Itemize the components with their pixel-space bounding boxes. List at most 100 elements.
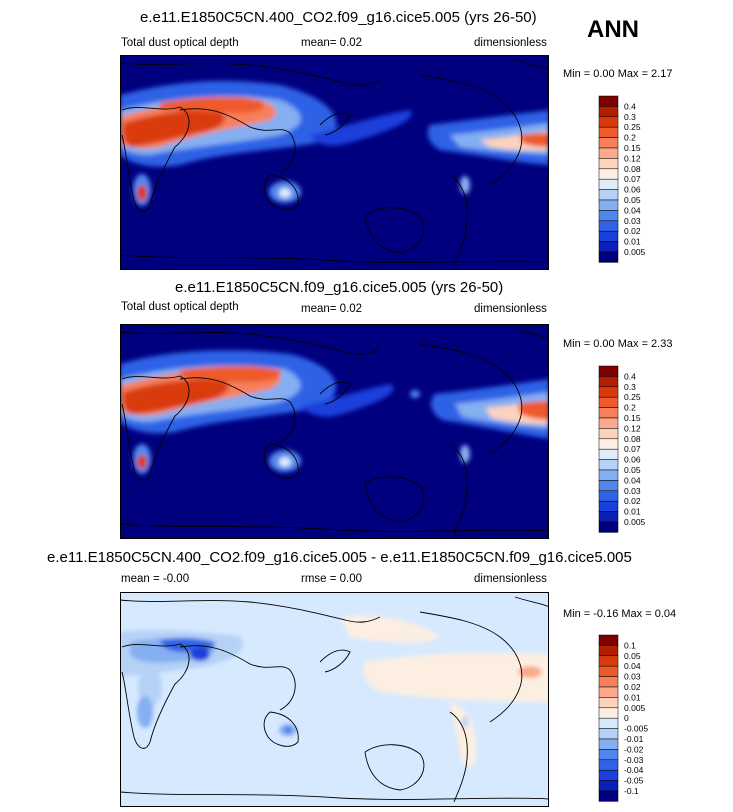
colorbar-swatch bbox=[598, 251, 619, 263]
panel-3-minmax: Min = -0.16 Max = 0.04 bbox=[563, 608, 677, 620]
colorbar-swatch bbox=[598, 168, 619, 180]
panel-3-mean-label: mean = -0.00 bbox=[121, 573, 190, 585]
panel-2-colorbar-labels: 0.40.30.250.20.150.120.080.070.060.050.0… bbox=[624, 371, 646, 527]
colorbar-tick-label: 0.1 bbox=[624, 640, 636, 650]
colorbar-swatch bbox=[598, 376, 619, 388]
colorbar-tick-label: 0.05 bbox=[624, 465, 641, 475]
colorbar-swatch bbox=[598, 448, 619, 460]
panel-3-units-label: dimensionless bbox=[474, 573, 547, 585]
colorbar-tick-label: 0.06 bbox=[624, 185, 641, 195]
colorbar-tick-label: -0.04 bbox=[624, 765, 644, 775]
colorbar-tick-label: 0.005 bbox=[624, 247, 646, 257]
colorbar-tick-label: 0.02 bbox=[624, 682, 641, 692]
colorbar-tick-label: 0.4 bbox=[624, 371, 636, 381]
colorbar-tick-label: -0.01 bbox=[624, 734, 644, 744]
colorbar-swatch bbox=[598, 521, 619, 533]
panel-3-title: e.e11.E1850C5CN.400_CO2.f09_g16.cice5.00… bbox=[47, 549, 632, 566]
panel-2-map bbox=[120, 324, 549, 539]
colorbar-tick-label: 0 bbox=[624, 713, 629, 723]
panel-1-minmax: Min = 0.00 Max = 2.17 bbox=[563, 68, 673, 80]
panel-1-colorbar: 0.40.30.250.20.150.120.080.070.060.050.0… bbox=[598, 95, 646, 263]
panel-1-dust-field bbox=[120, 80, 549, 206]
colorbar-tick-label: 0.04 bbox=[624, 205, 641, 215]
colorbar-swatch bbox=[598, 407, 619, 419]
panel-3-colorbar-swatches bbox=[598, 634, 619, 802]
panel-2-coastlines bbox=[120, 328, 549, 535]
colorbar-swatch bbox=[598, 365, 619, 377]
panel-1-coastlines bbox=[120, 59, 549, 266]
colorbar-tick-label: 0.12 bbox=[624, 423, 641, 433]
colorbar-swatch bbox=[598, 116, 619, 128]
colorbar-tick-label: 0.02 bbox=[624, 226, 641, 236]
colorbar-tick-label: -0.03 bbox=[624, 755, 644, 765]
colorbar-swatch bbox=[598, 158, 619, 170]
panel-1-mean-label: mean= 0.02 bbox=[301, 37, 363, 49]
panel-1-colorbar-labels: 0.40.30.250.20.150.120.080.070.060.050.0… bbox=[624, 101, 646, 257]
panel-1-colorbar-swatches bbox=[598, 95, 619, 263]
colorbar-tick-label: 0.01 bbox=[624, 507, 641, 517]
colorbar-swatch bbox=[598, 645, 619, 657]
colorbar-swatch bbox=[598, 189, 619, 201]
colorbar-tick-label: 0.15 bbox=[624, 413, 641, 423]
panel-3-rmse-label: rmse = 0.00 bbox=[301, 573, 363, 585]
panel-3-colorbar: 0.10.050.040.030.020.010.0050-0.005-0.01… bbox=[598, 634, 648, 802]
colorbar-tick-label: 0.03 bbox=[624, 216, 641, 226]
colorbar-tick-label: 0.2 bbox=[624, 403, 636, 413]
panel-2-title: e.e11.E1850C5CN.f09_g16.cice5.005 (yrs 2… bbox=[175, 279, 504, 296]
colorbar-tick-label: 0.3 bbox=[624, 112, 636, 122]
colorbar-tick-label: 0.2 bbox=[624, 133, 636, 143]
panel-2-minmax: Min = 0.00 Max = 2.33 bbox=[563, 338, 673, 350]
colorbar-tick-label: 0.4 bbox=[624, 101, 636, 111]
colorbar-tick-label: 0.08 bbox=[624, 164, 641, 174]
colorbar-swatch bbox=[598, 707, 619, 719]
colorbar-swatch bbox=[598, 480, 619, 492]
colorbar-tick-label: -0.1 bbox=[624, 786, 639, 796]
panel-2-units-label: dimensionless bbox=[474, 303, 547, 315]
colorbar-swatch bbox=[598, 759, 619, 771]
colorbar-swatch bbox=[598, 178, 619, 190]
colorbar-swatch bbox=[598, 241, 619, 253]
colorbar-swatch bbox=[598, 95, 619, 107]
colorbar-swatch bbox=[598, 230, 619, 242]
panel-3-map bbox=[120, 592, 549, 807]
colorbar-swatch bbox=[598, 469, 619, 481]
colorbar-tick-label: 0.3 bbox=[624, 382, 636, 392]
colorbar-swatch bbox=[598, 459, 619, 471]
colorbar-tick-label: 0.07 bbox=[624, 444, 641, 454]
colorbar-tick-label: -0.05 bbox=[624, 776, 644, 786]
colorbar-tick-label: 0.03 bbox=[624, 486, 641, 496]
colorbar-swatch bbox=[598, 490, 619, 502]
colorbar-swatch bbox=[598, 749, 619, 761]
colorbar-swatch bbox=[598, 417, 619, 429]
colorbar-tick-label: 0.03 bbox=[624, 672, 641, 682]
colorbar-swatch bbox=[598, 126, 619, 138]
panel-2-mean-label: mean= 0.02 bbox=[301, 303, 363, 315]
colorbar-tick-label: -0.02 bbox=[624, 744, 644, 754]
colorbar-swatch bbox=[598, 634, 619, 646]
colorbar-swatch bbox=[598, 738, 619, 750]
colorbar-swatch bbox=[598, 199, 619, 211]
colorbar-tick-label: 0.05 bbox=[624, 195, 641, 205]
colorbar-tick-label: 0.04 bbox=[624, 475, 641, 485]
colorbar-swatch bbox=[598, 717, 619, 729]
colorbar-tick-label: 0.15 bbox=[624, 143, 641, 153]
colorbar-tick-label: 0.07 bbox=[624, 174, 641, 184]
colorbar-tick-label: 0.005 bbox=[624, 517, 646, 527]
colorbar-swatch bbox=[598, 686, 619, 698]
colorbar-tick-label: 0.01 bbox=[624, 237, 641, 247]
colorbar-tick-label: 0.02 bbox=[624, 496, 641, 506]
colorbar-tick-label: 0.25 bbox=[624, 392, 641, 402]
panel-1-units-label: dimensionless bbox=[474, 37, 547, 49]
season-label: ANN bbox=[587, 16, 639, 43]
colorbar-tick-label: 0.04 bbox=[624, 661, 641, 671]
panel-1-map bbox=[120, 55, 549, 270]
colorbar-tick-label: 0.25 bbox=[624, 122, 641, 132]
panel-3-colorbar-labels: 0.10.050.040.030.020.010.0050-0.005-0.01… bbox=[624, 640, 648, 796]
colorbar-swatch bbox=[598, 396, 619, 408]
colorbar-swatch bbox=[598, 137, 619, 149]
colorbar-swatch bbox=[598, 676, 619, 688]
panel-1-variable-label: Total dust optical depth bbox=[121, 37, 239, 49]
colorbar-tick-label: 0.05 bbox=[624, 651, 641, 661]
colorbar-swatch bbox=[598, 386, 619, 398]
colorbar-swatch bbox=[598, 210, 619, 222]
